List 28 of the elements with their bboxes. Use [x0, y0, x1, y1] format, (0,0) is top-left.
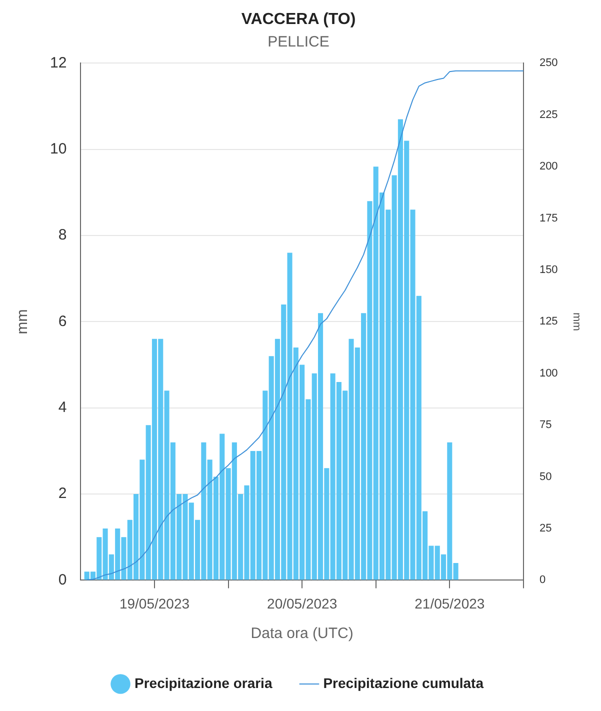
- x-tick-label: 21/05/2023: [414, 595, 485, 612]
- y2-tick-label: 150: [539, 264, 558, 276]
- y2-tick-label: 75: [539, 419, 552, 432]
- y2-axis-title: mm: [570, 312, 582, 331]
- chart-title: VACCERA (TO): [241, 11, 356, 28]
- legend-label: Precipitazione cumulata: [323, 674, 484, 691]
- y-tick-label: 0: [58, 571, 67, 588]
- y2-tick-label: 250: [539, 57, 558, 70]
- y2-tick-label: 0: [539, 574, 546, 586]
- y-tick-label: 6: [58, 312, 67, 330]
- x-axis-title: Data ora (UTC): [250, 625, 354, 642]
- y2-tick-label: 175: [539, 212, 558, 224]
- y-tick-label: 10: [50, 140, 67, 158]
- y2-tick-label: 200: [539, 160, 558, 173]
- y-tick-label: 12: [50, 54, 67, 72]
- y2-tick-label: 125: [539, 316, 558, 328]
- chart-subtitle: PELLICE: [268, 33, 330, 50]
- y2-tick-label: 25: [539, 522, 552, 535]
- y2-tick-label: 100: [539, 367, 558, 380]
- y-tick-label: 2: [58, 485, 67, 502]
- y-axis-title: mm: [14, 309, 32, 334]
- x-tick-label: 20/05/2023: [267, 595, 338, 612]
- y2-tick-label: 225: [539, 108, 558, 121]
- x-tick-label: 19/05/2023: [119, 595, 190, 612]
- legend-label: Precipitazione oraria: [134, 674, 272, 691]
- y-tick-label: 4: [58, 399, 67, 416]
- y-tick-label: 8: [58, 226, 67, 244]
- y2-tick-label: 50: [539, 470, 552, 483]
